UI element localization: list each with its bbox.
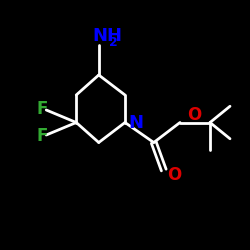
Text: NH: NH [92, 27, 122, 45]
Text: O: O [167, 166, 181, 184]
Text: N: N [128, 114, 143, 132]
Text: F: F [37, 100, 48, 118]
Text: 2: 2 [109, 36, 118, 49]
Text: O: O [188, 106, 202, 124]
Text: F: F [37, 127, 48, 145]
